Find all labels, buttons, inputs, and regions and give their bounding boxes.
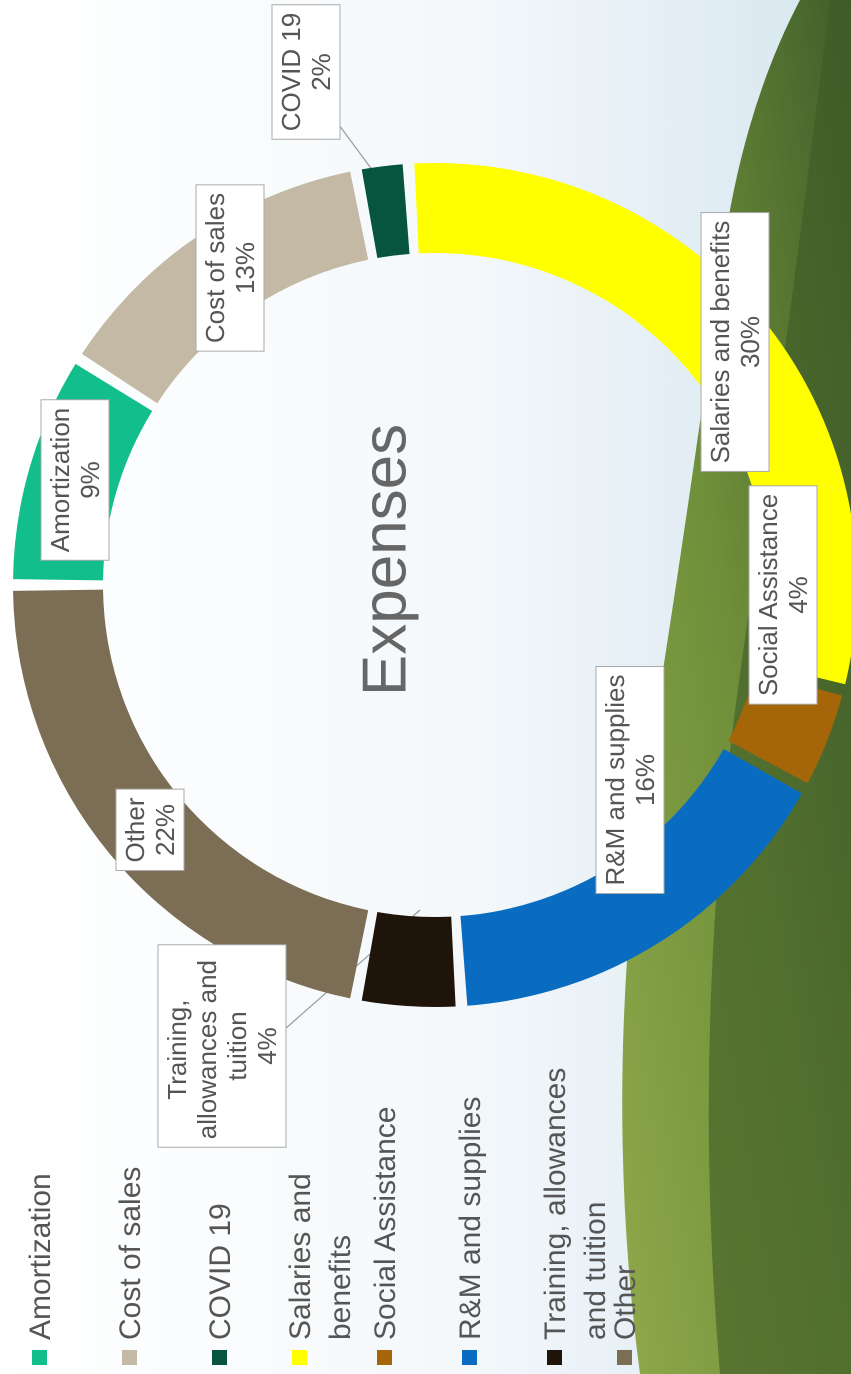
text-line: Other	[609, 1265, 642, 1340]
data-label-value: 9%	[75, 461, 105, 499]
text-line: COVID 19	[204, 1203, 237, 1340]
legend-swatch	[292, 1350, 307, 1365]
text-line: and tuition	[579, 1202, 612, 1340]
text-line: Cost of sales	[114, 1167, 147, 1340]
legend-swatch	[462, 1350, 477, 1365]
text-line: Salaries and benefits	[705, 221, 735, 464]
text-line: tuition	[222, 1011, 252, 1080]
data-label-name: Amortization	[45, 408, 75, 553]
data-label-name: R&M and supplies	[600, 675, 630, 886]
text-line: Amortization	[24, 1173, 57, 1340]
chart-title: Expenses	[351, 424, 420, 696]
text-line: Amortization	[45, 408, 75, 553]
legend-label: Other	[609, 1265, 642, 1340]
text-line: Social Assistance	[753, 494, 783, 696]
text-line: Salaries and	[284, 1165, 317, 1340]
data-label-name: Salaries and benefits	[705, 221, 735, 464]
legend-label: Cost of sales	[114, 1167, 147, 1340]
data-label-value: 16%	[630, 754, 660, 806]
text-line: allowances and	[192, 953, 222, 1139]
legend-swatch	[122, 1350, 137, 1365]
legend-label: COVID 19	[204, 1203, 237, 1340]
text-line: Training,	[162, 992, 192, 1099]
data-label-value: 30%	[735, 316, 765, 368]
text-line: Other	[120, 797, 150, 862]
page: Expenses Amortization9%Cost of sales13%C…	[0, 0, 851, 1374]
legend-swatch	[377, 1350, 392, 1365]
data-label-value: 4%	[252, 1027, 282, 1065]
data-label-name: Cost of sales	[200, 193, 230, 343]
data-label-value: 4%	[783, 576, 813, 614]
text-line: benefits	[324, 1235, 357, 1340]
rotated-view: Expenses Amortization9%Cost of sales13%C…	[0, 0, 851, 1374]
legend-swatch	[212, 1350, 227, 1365]
data-label-name: Other	[120, 797, 150, 862]
text-line: R&M and supplies	[600, 675, 630, 886]
data-label-name: COVID 19	[276, 13, 306, 132]
text-line: COVID 19	[276, 13, 306, 132]
legend-swatch	[547, 1350, 562, 1365]
chart: Expenses Amortization9%Cost of sales13%C…	[0, 0, 851, 1374]
legend-swatch	[32, 1350, 47, 1365]
data-label-value: 22%	[150, 804, 180, 856]
data-label-name: Social Assistance	[753, 494, 783, 696]
data-label-value: 13%	[230, 242, 260, 294]
text-line: Social Assistance	[369, 1107, 402, 1340]
text-line: R&M and supplies	[454, 1097, 487, 1340]
text-line: Training, allowances	[539, 1059, 572, 1340]
legend-label: Social Assistance	[369, 1107, 402, 1340]
legend-label: R&M and supplies	[454, 1097, 487, 1340]
legend-label: Amortization	[24, 1173, 57, 1340]
text-line: Cost of sales	[200, 193, 230, 343]
legend-swatch	[617, 1350, 632, 1365]
data-label-value: 2%	[306, 53, 336, 91]
donut-segment	[362, 912, 456, 1007]
